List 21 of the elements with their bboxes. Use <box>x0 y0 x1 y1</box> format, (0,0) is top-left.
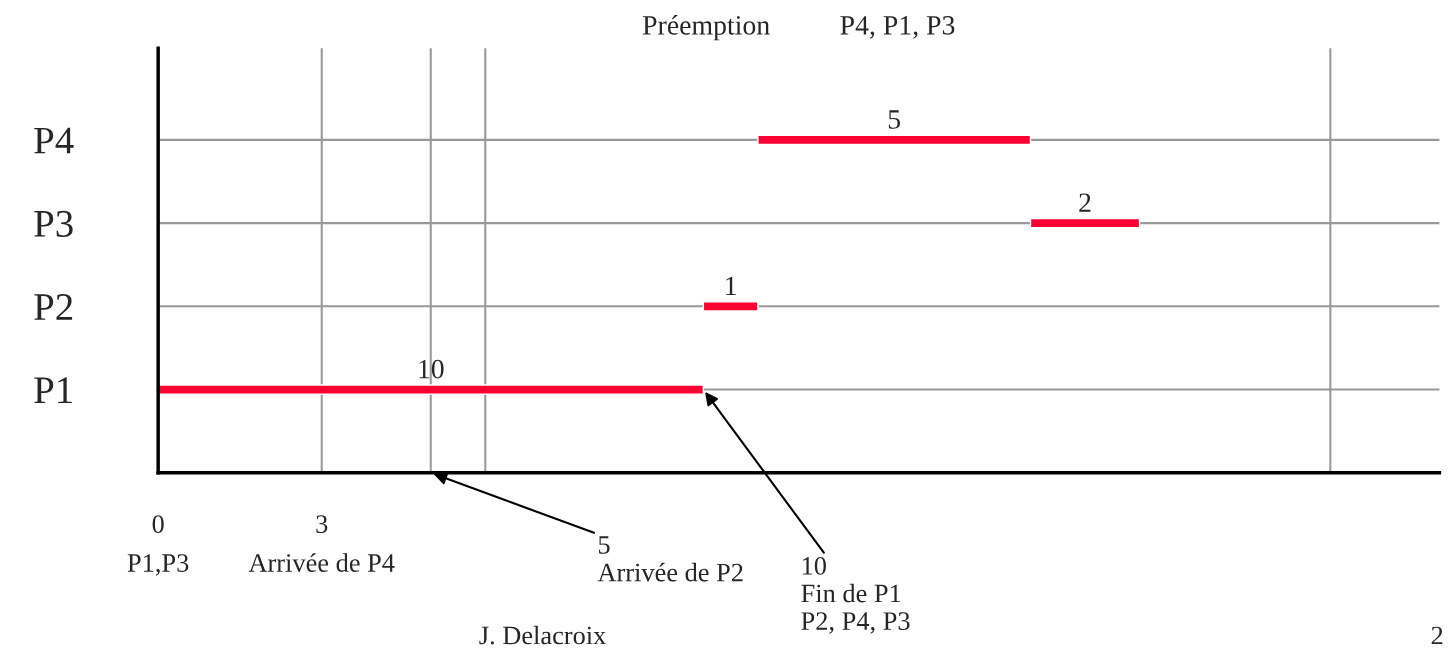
text: 2 <box>1431 626 1443 645</box>
annotation: 10 Fin de P1 P2, P4, P3 <box>801 556 910 634</box>
ref-line-label: 5 Arrivée de P2 <box>597 536 743 582</box>
bar <box>757 134 1032 146</box>
y-tick-label: P1 <box>34 377 72 404</box>
data-label: 10 <box>419 359 444 379</box>
y-tick-label: P4 <box>34 127 74 154</box>
text: J. Delacroix <box>479 625 607 645</box>
text: Arrivée de P4 <box>248 553 395 572</box>
bar <box>1029 217 1141 229</box>
bar <box>702 301 759 312</box>
text: P1,P3 <box>127 554 189 576</box>
x-tick-label: 3 <box>316 515 328 534</box>
y-tick-label: P2 <box>34 294 73 320</box>
y-tick-label: P3 <box>34 210 73 237</box>
data-label: 5 <box>888 110 901 129</box>
data-label: 2 <box>1079 193 1091 212</box>
data-label: 1 <box>726 276 736 295</box>
bar <box>158 384 705 395</box>
x-tick-label: 0 <box>152 515 164 534</box>
chart-title: Préemption P4, P1, P3 <box>642 15 955 41</box>
